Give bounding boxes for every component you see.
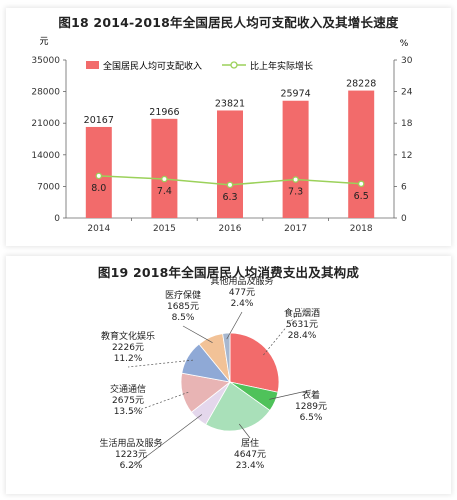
pie-leader-line [269, 389, 312, 400]
pie-slice-value: 2675元 [112, 396, 144, 406]
left-tick-label: 28000 [31, 88, 60, 98]
growth-value-label: 6.3 [222, 192, 237, 203]
left-tick-label: 35000 [31, 56, 60, 66]
pie-leader-line [130, 414, 203, 469]
pie-slice-name: 衣着 [302, 389, 320, 401]
pie-slice-value: 5631元 [286, 320, 318, 330]
legend-swatch-income [86, 61, 99, 69]
left-tick-label: 7000 [37, 182, 60, 192]
x-tick-label: 2016 [219, 224, 242, 234]
pie-slice-name: 其他用品及服务 [210, 275, 273, 287]
pie-slice [205, 381, 271, 432]
pie-slice-percent: 8.5% [172, 313, 195, 323]
x-tick-label: 2018 [350, 224, 373, 234]
income-bar [348, 90, 375, 218]
pie-slice-name: 生活用品及服务 [99, 437, 162, 449]
income-bar [282, 100, 309, 218]
income-bar [85, 126, 112, 218]
growth-value-label: 6.5 [354, 191, 369, 202]
growth-value-label: 7.4 [157, 186, 172, 197]
pie-slice-percent: 6.5% [300, 413, 323, 423]
pie-slice-percent: 13.5% [114, 407, 143, 417]
pie-slice-name: 教育文化娱乐 [101, 330, 155, 342]
income-bar-value-label: 23821 [215, 98, 245, 109]
growth-point [292, 176, 299, 183]
growth-line-group: 8.0 7.4 6.3 7.3 6.5 [91, 172, 369, 203]
x-tick-label: 2017 [284, 224, 307, 234]
pie-slice-percent: 28.4% [288, 331, 317, 341]
income-bar-value-label: 25974 [280, 89, 310, 100]
pie-slice-value: 1289元 [295, 402, 327, 412]
right-tick-label: 6 [401, 182, 407, 192]
growth-point [357, 180, 365, 188]
income-bar [151, 118, 178, 218]
right-tick-label: 30 [401, 56, 413, 66]
pie-slice-percent: 2.4% [231, 299, 254, 309]
pie-leader-line [226, 311, 243, 340]
income-bar-value-label: 20167 [84, 115, 114, 126]
axes-group: 0 7000 14000 21000 28000 35000 0 6 12 18 24 30 2014 2… [31, 56, 412, 234]
right-axis-unit: % [400, 39, 409, 49]
pie-slice-percent: 11.2% [114, 354, 143, 364]
income-bar [217, 110, 243, 218]
left-tick-label: 21000 [31, 119, 60, 129]
pie-slice-name: 医疗保健 [165, 289, 201, 301]
pie-slice-name: 居住 [241, 437, 259, 449]
bars-group: 20167 21966 23821 25974 28228 [84, 79, 376, 218]
income-bar-value-label: 28228 [346, 79, 376, 90]
right-tick-label: 0 [401, 214, 407, 224]
pie-slice-value: 4647元 [234, 450, 266, 460]
x-tick-label: 2014 [87, 224, 110, 234]
right-tick-label: 12 [401, 151, 412, 161]
growth-point [226, 181, 234, 189]
legend-label-income: 全国居民人均可支配收入 [103, 60, 202, 72]
income-chart-title: 图18 2014-2018年全国居民人均可支配收入及其增长速度 [58, 15, 399, 30]
left-tick-label: 14000 [31, 151, 60, 161]
income-chart-panel: 图18 2014-2018年全国居民人均可支配收入及其增长速度 元 % 0 700… [6, 8, 451, 246]
pie-slice-name: 食品烟酒 [284, 307, 320, 319]
income-bar-line-chart: 元 % 0 7000 14000 21000 28000 35000 0 6 12 18 24 30 2… [31, 37, 412, 234]
left-tick-label: 0 [54, 214, 60, 224]
pie-slice-value: 1223元 [115, 450, 147, 460]
growth-point [161, 175, 168, 183]
pie-slice-percent: 6.2% [120, 461, 143, 471]
pie-slice-value: 477元 [229, 288, 255, 298]
consumption-chart-panel: 图19 2018年全国居民人均消费支出及其构成 食品烟酒 5631元 28.4% 衣着… [6, 256, 451, 494]
pie-slice-value: 1685元 [167, 302, 199, 312]
pie-leader-line [238, 423, 251, 439]
pie-leader-line [127, 391, 189, 415]
legend-label-growth: 比上年实际增长 [250, 60, 313, 72]
consumption-chart-title: 图19 2018年全国居民人均消费支出及其构成 [97, 265, 360, 280]
left-axis-unit: 元 [39, 37, 48, 47]
right-tick-label: 24 [401, 88, 413, 98]
right-tick-label: 18 [401, 119, 413, 129]
pie-slice [229, 332, 280, 393]
growth-value-label: 7.3 [288, 187, 303, 198]
chart-legend: 全国居民人均可支配收入 比上年实际增长 [86, 60, 313, 72]
income-bar-value-label: 21966 [149, 107, 179, 118]
legend-swatch-growth-marker [230, 61, 238, 69]
pie-leader-lines [127, 307, 312, 469]
pie-slices-group [180, 332, 280, 432]
growth-value-label: 8.0 [91, 183, 106, 194]
pie-slice-value: 2226元 [112, 343, 144, 353]
pie-slice-percent: 23.4% [236, 461, 265, 471]
pie-leader-line [182, 325, 213, 344]
pie-leader-line [127, 359, 194, 368]
growth-point [95, 172, 103, 180]
x-tick-label: 2015 [153, 224, 176, 234]
pie-slice-name: 交通通信 [110, 383, 146, 395]
